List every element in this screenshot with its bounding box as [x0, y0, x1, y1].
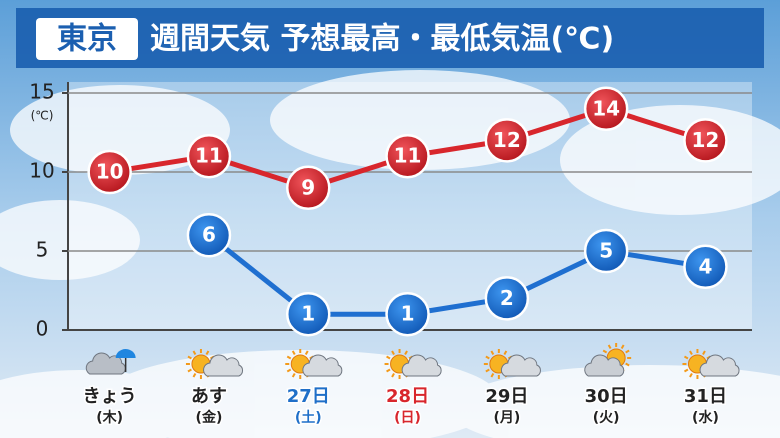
x-tick-sublabel: (水)	[692, 409, 719, 426]
umbrella	[115, 349, 136, 358]
sun-ray	[291, 373, 296, 378]
data-label: 2	[500, 286, 514, 310]
cloud	[584, 354, 625, 377]
cloud	[401, 354, 442, 377]
x-tick-sublabel: (木)	[96, 409, 123, 426]
sun-ray	[404, 350, 408, 355]
x-tick-label: あす	[191, 386, 227, 407]
sun-ray	[391, 350, 395, 355]
data-point	[186, 212, 232, 258]
sun-ray	[485, 355, 490, 360]
data-label: 10	[96, 160, 124, 184]
weather-icon	[85, 349, 136, 375]
x-tick-label: 27日	[287, 386, 330, 407]
data-point	[385, 291, 430, 337]
sun-ray	[291, 350, 296, 355]
weather-icon	[584, 343, 632, 377]
title-banner	[16, 8, 764, 68]
x-tick-label: きょう	[83, 386, 137, 407]
data-label: 12	[493, 128, 521, 152]
y-tick-label: 15	[29, 80, 54, 104]
sun-ray	[625, 349, 630, 354]
sun-ray	[485, 368, 490, 373]
data-point	[583, 228, 629, 274]
data-point	[286, 291, 331, 337]
data-point	[484, 118, 530, 163]
sun-ray	[689, 373, 693, 378]
sun-ray	[286, 355, 292, 360]
data-point	[385, 133, 430, 179]
sun-ray	[187, 368, 192, 373]
data-label: 1	[401, 302, 415, 326]
x-tick-sublabel: (月)	[493, 410, 520, 426]
x-tick-label: 28日	[386, 386, 429, 407]
weather-icon	[285, 349, 343, 379]
sun-ray	[490, 373, 495, 378]
y-tick-label: 10	[29, 159, 54, 183]
title-badge-box	[36, 18, 138, 60]
sun-ray	[689, 350, 693, 355]
cloud	[85, 352, 126, 375]
data-label: 12	[692, 128, 720, 152]
cloud	[203, 354, 243, 377]
cloud	[302, 354, 343, 377]
sun-ray	[187, 355, 192, 360]
data-label: 1	[301, 302, 315, 326]
data-point	[186, 133, 232, 179]
x-tick-label: 29日	[485, 386, 528, 407]
x-tick-label: 31日	[684, 386, 727, 407]
data-point	[286, 165, 331, 211]
data-label: 14	[592, 96, 620, 120]
sun-ray	[286, 368, 292, 373]
y-axis-label: (℃)	[31, 109, 54, 123]
data-label: 11	[195, 144, 223, 168]
sun-ray	[205, 350, 210, 355]
cloud	[500, 354, 541, 377]
data-point	[583, 86, 629, 132]
sun-ray	[503, 350, 508, 355]
sun-ray	[192, 373, 197, 378]
sun-ray	[386, 355, 391, 360]
weather-icon	[483, 349, 541, 379]
data-point	[683, 244, 728, 290]
sun-ray	[702, 350, 706, 355]
sun-ray	[304, 350, 309, 355]
x-tick-sublabel: (日)	[394, 410, 421, 426]
data-point	[87, 149, 132, 195]
sun-ray	[683, 368, 689, 373]
sun-ray	[620, 344, 625, 349]
sun-ray	[602, 349, 608, 354]
data-point	[484, 276, 530, 321]
x-tick-sublabel: (火)	[593, 410, 620, 426]
y-tick-label: 0	[36, 317, 49, 341]
data-label: 5	[599, 239, 613, 263]
weather-icon	[682, 349, 740, 379]
sun-ray	[607, 344, 612, 349]
plot-area	[68, 82, 752, 330]
sun-ray	[683, 355, 689, 360]
y-tick-label: 5	[36, 238, 49, 262]
cloud	[699, 354, 740, 377]
data-label: 9	[301, 175, 315, 199]
sun-ray	[490, 350, 495, 355]
data-label: 11	[394, 144, 422, 168]
data-label: 6	[202, 223, 216, 247]
x-tick-sublabel: (金)	[196, 409, 223, 426]
data-label: 4	[698, 254, 712, 278]
x-tick-label: 30日	[585, 386, 628, 407]
chart-title: 週間天気 予想最高・最低気温(℃)	[150, 22, 614, 57]
x-tick-sublabel: (土)	[295, 409, 322, 426]
weather-icon	[185, 349, 243, 379]
sun-ray	[386, 368, 391, 373]
sun-ray	[192, 350, 197, 355]
data-point	[683, 118, 728, 163]
sun-ray	[625, 362, 630, 367]
sun-ray	[391, 373, 395, 378]
weather-icon	[384, 349, 442, 379]
title-badge: 東京	[57, 22, 117, 57]
